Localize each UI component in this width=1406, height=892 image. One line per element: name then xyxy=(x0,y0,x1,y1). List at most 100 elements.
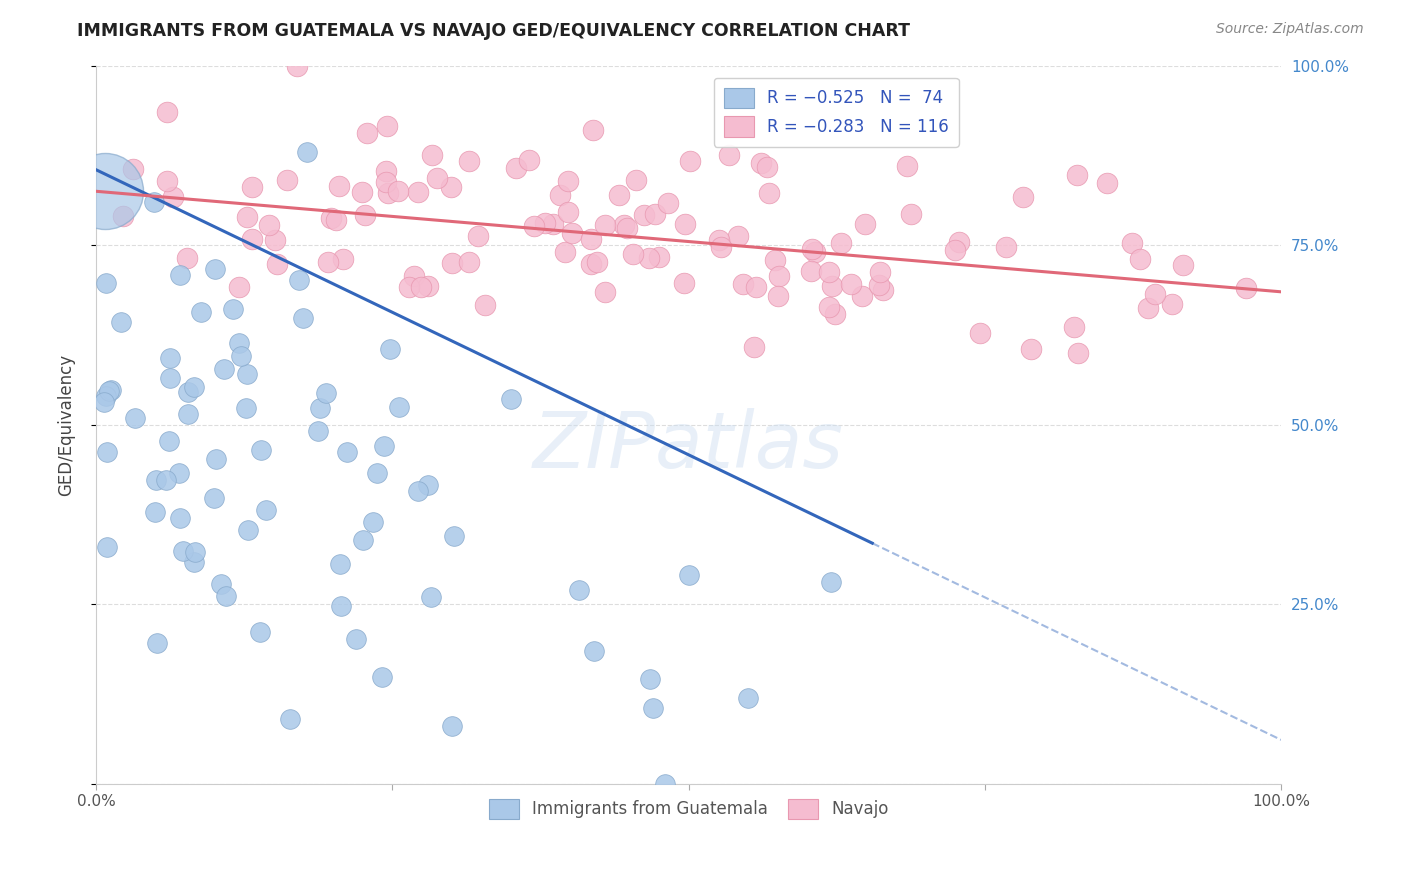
Point xyxy=(145,473,167,487)
Point xyxy=(900,207,922,221)
Point xyxy=(100,383,122,397)
Point xyxy=(229,349,252,363)
Point xyxy=(869,265,891,279)
Point xyxy=(111,209,134,223)
Point xyxy=(156,105,179,120)
Point xyxy=(332,252,354,267)
Point xyxy=(727,228,749,243)
Point xyxy=(1019,342,1042,356)
Point xyxy=(745,279,768,293)
Point xyxy=(408,185,430,199)
Point xyxy=(344,632,367,646)
Point xyxy=(143,505,166,519)
Point xyxy=(287,59,309,73)
Point xyxy=(162,189,184,203)
Point xyxy=(202,491,225,505)
Point xyxy=(402,268,425,283)
Point xyxy=(800,264,823,278)
Point xyxy=(361,515,384,529)
Text: IMMIGRANTS FROM GUATEMALA VS NAVAJO GED/EQUIVALENCY CORRELATION CHART: IMMIGRANTS FROM GUATEMALA VS NAVAJO GED/… xyxy=(77,22,910,40)
Point xyxy=(872,283,894,297)
Point xyxy=(169,511,191,525)
Point xyxy=(215,589,238,603)
Point xyxy=(817,300,839,314)
Point xyxy=(733,277,755,291)
Point xyxy=(557,205,579,219)
Point xyxy=(380,343,402,357)
Point xyxy=(183,545,205,559)
Text: Source: ZipAtlas.com: Source: ZipAtlas.com xyxy=(1216,22,1364,37)
Point xyxy=(240,180,263,194)
Point xyxy=(366,466,388,480)
Point xyxy=(1171,258,1194,272)
Point xyxy=(1234,281,1257,295)
Point xyxy=(416,478,439,492)
Point xyxy=(742,340,765,354)
Point xyxy=(554,244,576,259)
Point xyxy=(371,670,394,684)
Point xyxy=(287,272,309,286)
Point xyxy=(624,173,647,187)
Point xyxy=(356,126,378,140)
Point xyxy=(548,187,571,202)
Point xyxy=(641,701,664,715)
Point xyxy=(679,153,702,168)
Point xyxy=(183,380,205,394)
Point xyxy=(319,211,342,225)
Point xyxy=(1129,252,1152,267)
Point xyxy=(1160,297,1182,311)
Point xyxy=(276,173,298,187)
Point xyxy=(1067,346,1090,360)
Point xyxy=(830,235,852,250)
Point xyxy=(254,503,277,517)
Point xyxy=(336,445,359,459)
Legend: Immigrants from Guatemala, Navajo: Immigrants from Guatemala, Navajo xyxy=(482,792,896,826)
Point xyxy=(398,280,420,294)
Point xyxy=(749,156,772,170)
Point xyxy=(763,252,786,267)
Point xyxy=(582,122,605,136)
Point xyxy=(440,180,463,194)
Point xyxy=(673,276,696,290)
Point xyxy=(707,234,730,248)
Point xyxy=(250,442,273,457)
Point xyxy=(678,567,700,582)
Point xyxy=(291,311,314,326)
Point xyxy=(352,186,374,200)
Point xyxy=(505,161,527,175)
Point xyxy=(94,184,117,198)
Point xyxy=(388,400,411,414)
Point xyxy=(443,529,465,543)
Point xyxy=(249,625,271,640)
Point xyxy=(266,257,288,271)
Point xyxy=(969,326,991,340)
Point xyxy=(172,544,194,558)
Point xyxy=(406,483,429,498)
Point xyxy=(1095,176,1118,190)
Point xyxy=(212,362,235,376)
Point xyxy=(1066,169,1088,183)
Point xyxy=(235,211,257,225)
Point xyxy=(209,576,232,591)
Point xyxy=(868,277,890,292)
Point xyxy=(329,557,352,571)
Point xyxy=(534,215,557,229)
Point xyxy=(1011,190,1033,204)
Point xyxy=(519,153,541,167)
Point xyxy=(159,371,181,385)
Point xyxy=(295,145,318,159)
Point xyxy=(307,424,329,438)
Point xyxy=(375,175,398,189)
Point xyxy=(853,217,876,231)
Point xyxy=(236,523,259,537)
Point xyxy=(638,251,661,265)
Point xyxy=(633,208,655,222)
Point xyxy=(280,712,302,726)
Point xyxy=(264,233,287,247)
Point xyxy=(176,252,198,266)
Point xyxy=(420,147,443,161)
Point xyxy=(474,298,496,312)
Point xyxy=(718,147,741,161)
Point xyxy=(824,307,846,321)
Point xyxy=(157,434,180,449)
